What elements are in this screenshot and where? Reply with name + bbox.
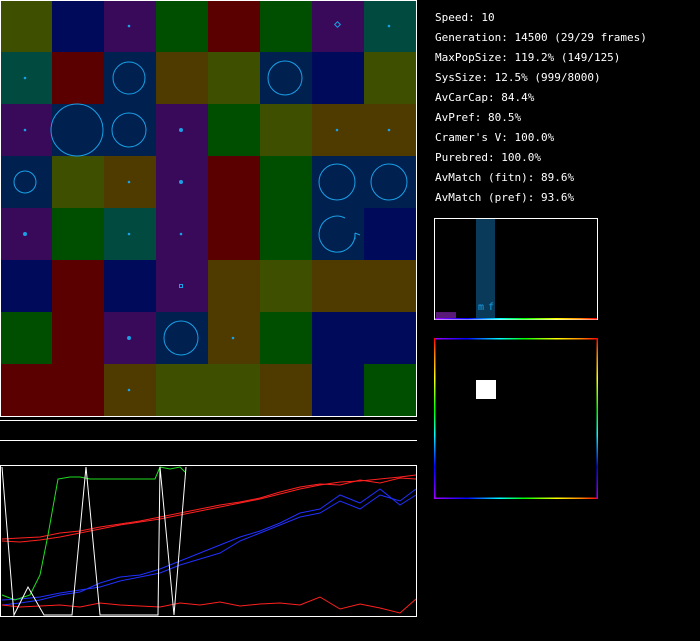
cell-marker [23,232,27,236]
cell-marker [127,24,131,28]
world-cell[interactable] [208,52,260,104]
preference-marker [476,380,496,399]
world-cell[interactable] [208,260,260,312]
stat-max-pop-size: MaxPopSize: 119.2% (149/125) [435,51,621,64]
cell-marker [23,76,27,80]
series-red-high-1 [1,474,417,543]
world-cell[interactable] [104,52,156,104]
world-cell[interactable] [0,364,52,417]
world-cell[interactable] [52,52,104,104]
world-cell[interactable] [312,364,364,417]
stat-generation: Generation: 14500 (29/29 frames) [435,31,647,44]
histogram-label-m: m [478,302,484,313]
world-cell[interactable] [260,104,312,156]
world-cell[interactable] [0,312,52,364]
stat-purebred: Purebred: 100.0% [435,151,541,164]
world-cell[interactable] [104,260,156,312]
cell-marker [387,24,391,28]
world-cell[interactable] [312,312,364,364]
histogram-small-bar [436,312,456,318]
world-grid[interactable] [0,0,417,417]
population-spiral [318,215,361,253]
stat-cramers-v: Cramer's V: 100.0% [435,131,555,144]
world-cell[interactable] [260,260,312,312]
cell-marker [179,284,183,288]
stat-sys-size: SysSize: 12.5% (999/8000) [435,71,601,84]
series-red-high-2 [1,477,417,540]
world-cell[interactable] [52,260,104,312]
timeline-bar [0,420,417,441]
world-cell[interactable] [156,52,208,104]
world-cell[interactable] [260,208,312,260]
world-cell[interactable] [156,0,208,52]
histogram-label-f: f [488,302,494,313]
world-cell[interactable] [364,0,417,52]
cell-marker [127,232,131,236]
world-cell[interactable] [208,208,260,260]
world-cell[interactable] [260,364,312,417]
population-circle [267,60,303,96]
world-cell[interactable] [208,156,260,208]
stat-av-car-cap: AvCarCap: 84.4% [435,91,535,104]
cell-marker [335,128,339,132]
world-cell[interactable] [156,364,208,417]
world-cell[interactable] [260,0,312,52]
world-cell[interactable] [312,260,364,312]
population-circle [111,112,147,148]
histogram-peak-bar [476,219,495,318]
world-cell[interactable] [52,208,104,260]
population-circle [13,170,37,194]
world-cell[interactable] [52,104,104,156]
world-cell[interactable] [364,208,417,260]
world-cell[interactable] [52,156,104,208]
series-blue-1 [1,488,417,601]
world-cell[interactable] [0,0,52,52]
population-circle [370,163,408,201]
series-blue-2 [1,488,417,606]
cell-marker [179,232,183,236]
world-cell[interactable] [260,156,312,208]
world-cell[interactable] [52,364,104,417]
stat-av-pref: AvPref: 80.5% [435,111,522,124]
cell-marker [127,180,131,184]
world-cell[interactable] [208,364,260,417]
population-circle [112,61,146,95]
stat-av-match-pref: AvMatch (pref): 93.6% [435,191,575,204]
world-cell[interactable] [364,104,417,156]
cell-marker [333,20,342,29]
world-cell[interactable] [364,52,417,104]
world-cell[interactable] [208,0,260,52]
world-cell[interactable] [364,260,417,312]
series-green [1,466,186,601]
world-cell[interactable] [208,104,260,156]
world-cell[interactable] [0,156,52,208]
world-cell[interactable] [52,312,104,364]
series-red-low [1,596,417,614]
population-circle [163,320,199,356]
series-white [1,466,187,617]
stats-panel: Speed: 10 Generation: 14500 (29/29 frame… [435,8,647,208]
world-cell[interactable] [0,260,52,312]
population-circle [318,163,356,201]
stat-speed: Speed: 10 [435,11,495,24]
world-cell[interactable] [312,0,364,52]
cell-marker [127,388,131,392]
history-plot [0,465,417,617]
world-cell[interactable] [364,312,417,364]
world-cell[interactable] [52,0,104,52]
trait-histogram: m f [434,218,598,320]
cell-marker [23,128,27,132]
cell-marker [179,128,183,132]
cell-marker [387,128,391,132]
cell-marker [231,336,235,340]
population-circle [50,103,104,157]
cell-marker [179,180,183,184]
world-cell[interactable] [364,364,417,417]
cell-marker [127,336,131,340]
stat-av-match-fitn: AvMatch (fitn): 89.6% [435,171,575,184]
preference-map [434,338,598,499]
world-cell[interactable] [260,312,312,364]
world-cell[interactable] [312,52,364,104]
world-cell[interactable] [364,156,417,208]
